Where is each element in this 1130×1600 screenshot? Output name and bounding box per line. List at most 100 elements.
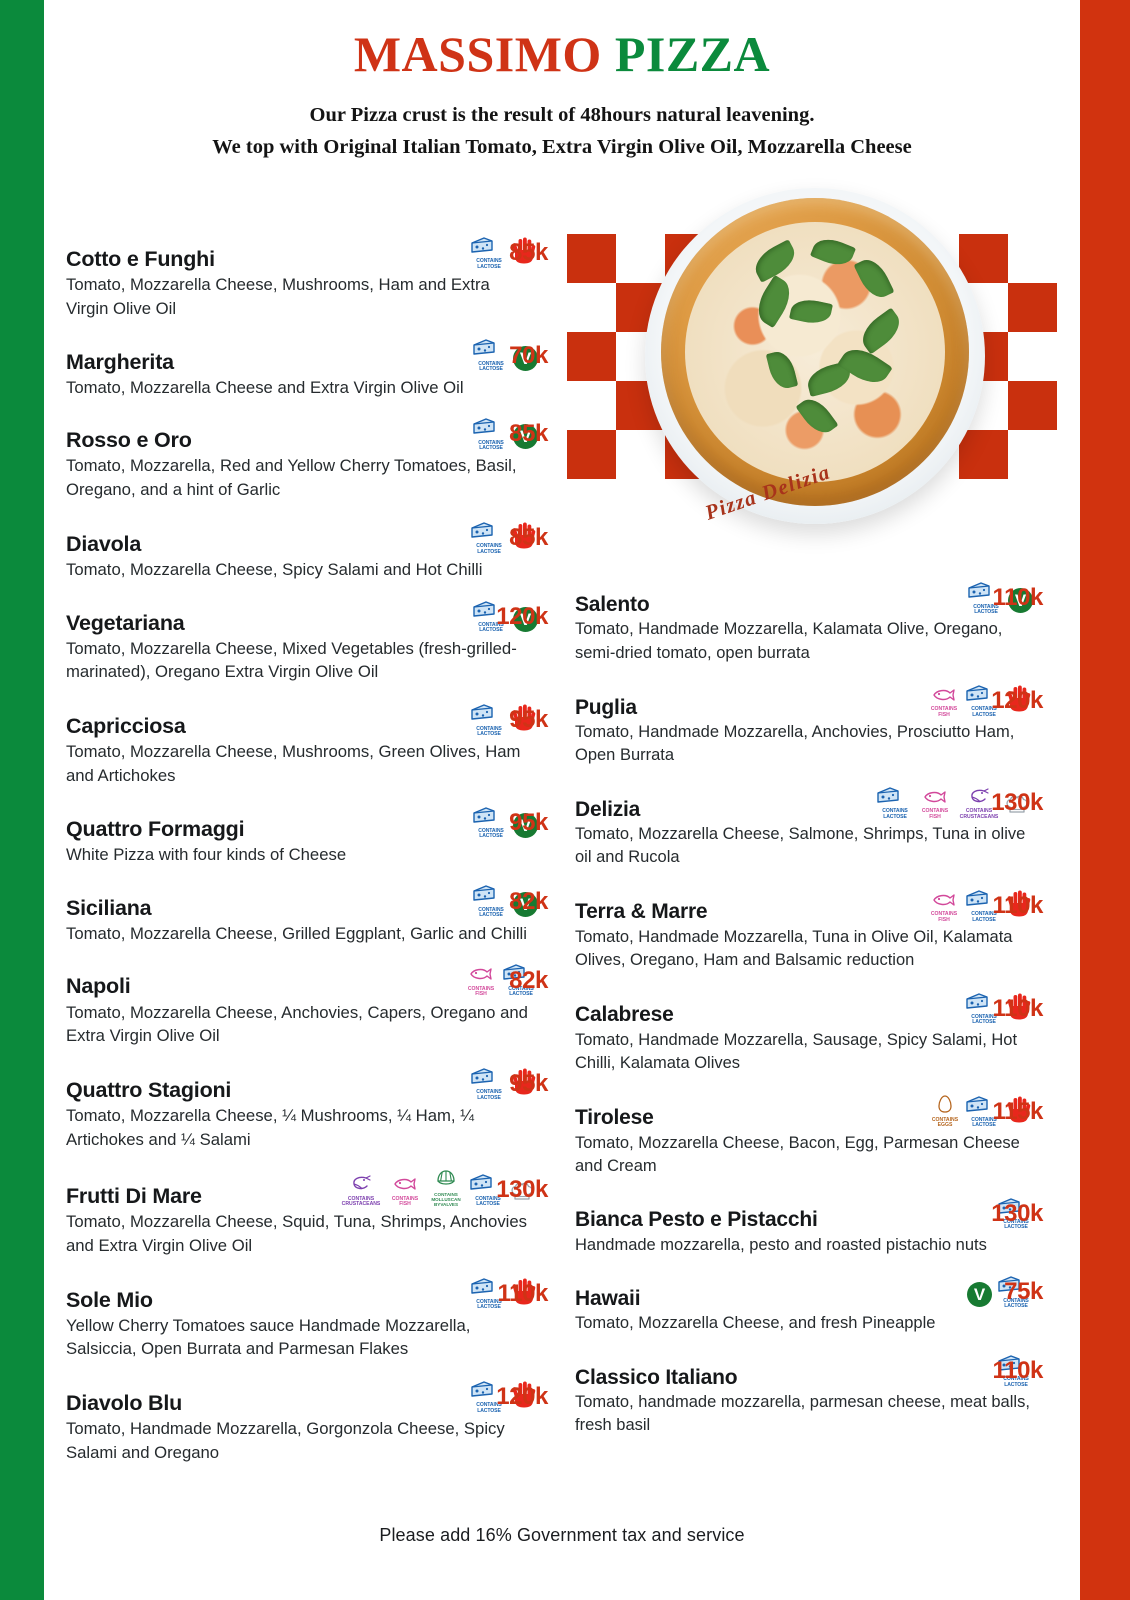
allergen-badge-group: CONTAINS LACTOSE: [470, 1277, 540, 1312]
spicy-icon: [511, 703, 540, 737]
vegetarian-icon: V: [967, 1282, 994, 1309]
menu-item[interactable]: Tirolese CONTAINS EGGS CONTAINS LACTOSE 115k T…: [575, 1094, 1043, 1179]
contains-lactose-icon: CONTAINS LACTOSE: [470, 1381, 508, 1414]
menu-item[interactable]: Calabrese CONTAINS LACTOSE 110k Tomato, Hand…: [575, 992, 1043, 1076]
egg-icon: [928, 1094, 962, 1118]
menu-item-name: Terra & Marre: [575, 900, 708, 924]
cheese-icon: [469, 1174, 507, 1196]
allergen-badge-group: CONTAINS LACTOSE: [470, 1380, 540, 1415]
menu-item[interactable]: Hawaii V CONTAINS LACTOSE 75k Tomato, Mozzare…: [575, 1276, 1043, 1336]
contains-lactose-icon: CONTAINS LACTOSE: [965, 685, 1003, 718]
menu-item-description: Tomato, Handmade Mozzarella, Gorgonzola …: [66, 1419, 505, 1462]
contains-lactose-label: CONTAINS LACTOSE: [1003, 1376, 1029, 1388]
allergen-badge-group: CONTAINS LACTOSE V: [472, 418, 540, 452]
allergen-badge-group: CONTAINS LACTOSE V: [472, 885, 540, 919]
contains-fish-label: CONTAINS FISH: [930, 911, 958, 923]
contains-crustaceans-label: CONTAINS CRUSTACEANS: [959, 808, 999, 820]
menu-item[interactable]: Sole Mio CONTAINS LACTOSE 110k Yellow Cherry…: [66, 1277, 548, 1361]
menu-item-price: 110k: [992, 994, 1044, 1022]
allergen-badge-group: CONTAINS LACTOSE: [470, 1067, 540, 1102]
menu-item[interactable]: Quattro Formaggi CONTAINS LACTOSE V 95k White…: [66, 806, 548, 867]
menu-item[interactable]: Bianca Pesto e Pistacchi CONTAINS LACTOSE 1…: [575, 1197, 1043, 1258]
menu-item-name: Bianca Pesto e Pistacchi: [575, 1208, 818, 1232]
cheese-icon: [470, 704, 508, 726]
menu-item[interactable]: Siciliana CONTAINS LACTOSE V 82k Tomato, Mozz…: [66, 885, 548, 945]
menu-item[interactable]: Margherita CONTAINS LACTOSE V 70k Tomato, Moz…: [66, 339, 548, 399]
menu-item[interactable]: Vegetariana CONTAINS LACTOSE V 120k Tomato, M…: [66, 600, 548, 685]
cheese-glyph: [473, 600, 495, 617]
fish-icon: [463, 967, 499, 986]
shell-glyph: [437, 1170, 455, 1186]
menu-item[interactable]: Diavolo Blu CONTAINS LACTOSE 120k Tomato, Ha…: [66, 1380, 548, 1464]
menu-item-description: Tomato, Handmade Mozzarella, Kalamata Ol…: [575, 620, 1003, 662]
pizza-topping: [685, 222, 945, 482]
cheese-icon: [502, 964, 540, 986]
allergen-badge-group: CONTAINS LACTOSE V: [472, 600, 540, 635]
vegetarian-badge-letter: V: [513, 812, 538, 838]
cheese-icon: [472, 339, 510, 361]
menu-item-price: 82k: [509, 966, 548, 994]
cheese-icon: [965, 685, 1003, 707]
cheese-glyph: [471, 1381, 493, 1397]
menu-item-description: Tomato, Mozzarella Cheese, Anchovies, Ca…: [66, 1002, 528, 1046]
contains-lactose-label: CONTAINS LACTOSE: [476, 725, 502, 737]
menu-item[interactable]: Diavola CONTAINS LACTOSE 85k Tomato, Mozzare…: [66, 521, 548, 582]
allergen-badge-group: CONTAINS LACTOSE CONTAINS FISH CONTAINS CRUST…: [876, 787, 1035, 821]
menu-item-name: Classico Italiano: [575, 1365, 738, 1389]
flag-band-green: [0, 0, 44, 1600]
menu-item-name: Calabrese: [575, 1003, 674, 1027]
menu-item-price: 95k: [509, 1069, 548, 1097]
menu-item-price: 120k: [496, 602, 548, 630]
cheese-icon: [965, 890, 1003, 912]
menu-item-header: Margherita CONTAINS LACTOSE V 70k: [66, 339, 548, 374]
menu-item-price: 95k: [509, 706, 548, 734]
checker-square: [567, 430, 616, 479]
cheese-glyph: [968, 582, 990, 598]
cheese-icon: [472, 418, 510, 440]
menu-item-description: Tomato, Mozzarella Cheese, and fresh Pin…: [575, 1314, 936, 1333]
menu-item[interactable]: Rosso e Oro CONTAINS LACTOSE V 85k Tomato, Mo…: [66, 418, 548, 502]
menu-item-name: Salento: [575, 592, 650, 616]
egg-glyph: [938, 1094, 952, 1113]
menu-item[interactable]: Salento CONTAINS LACTOSE V 110k Tomato, Handm…: [575, 582, 1043, 665]
menu-item[interactable]: Frutti Di Mare CONTAINS CRUSTACEANS CONTAIN…: [66, 1170, 548, 1257]
menu-item[interactable]: Napoli CONTAINS FISH CONTAINS LACTOSE 82k Toma…: [66, 964, 548, 1048]
allergen-badge-group: CONTAINS LACTOSE V: [472, 339, 540, 373]
hero-pizza-block: Pizza Delizia: [560, 182, 1072, 582]
menu-item-description: Tomato, Mozzarella Cheese, Salmone, Shri…: [575, 825, 1026, 867]
checker-square: [1008, 283, 1057, 332]
allergen-badge-group: CONTAINS LACTOSE: [965, 992, 1035, 1027]
cheese-icon: [470, 237, 508, 259]
cheese-glyph: [471, 704, 493, 720]
menu-item-header: Salento CONTAINS LACTOSE V 110k: [575, 582, 1043, 616]
menu-item-description: Tomato, Mozzarella Cheese, Bacon, Egg, P…: [575, 1133, 1020, 1176]
allergen-badge-group: CONTAINS CRUSTACEANS CONTAINS FISH CONTAINS M…: [338, 1170, 540, 1208]
cheese-icon: [470, 522, 508, 544]
cheese-icon: [472, 600, 510, 623]
spicy-hand-glyph: [1007, 993, 1031, 1020]
menu-item[interactable]: Quattro Stagioni CONTAINS LACTOSE 95k Tomato…: [66, 1067, 548, 1151]
spicy-icon: [511, 1067, 540, 1101]
menu-item-description: Tomato, Mozzarella Cheese, ¼ Mushrooms, …: [66, 1105, 475, 1149]
contains-lactose-icon: CONTAINS LACTOSE: [965, 992, 1003, 1026]
menu-item[interactable]: Delizia CONTAINS LACTOSE CONTAINS FISH CONTAI…: [575, 787, 1043, 870]
menu-item-name: Diavola: [66, 531, 142, 556]
contains-fish-icon: CONTAINS FISH: [387, 1177, 423, 1207]
tagline-line-2: We top with Original Italian Tomato, Ext…: [212, 135, 912, 158]
menu-column-left: Cotto e Funghi CONTAINS LACTOSE 85k Tomato, …: [66, 236, 548, 1484]
vegetarian-icon: V: [513, 812, 540, 840]
menu-column-right: Salento CONTAINS LACTOSE V 110k Tomato, Handm…: [575, 582, 1043, 1457]
menu-item[interactable]: Capricciosa CONTAINS LACTOSE 95k Tomato, Moz…: [66, 703, 548, 787]
menu-item-name: Quattro Stagioni: [66, 1077, 232, 1102]
menu-item[interactable]: Terra & Marre CONTAINS FISH CONTAINS LACTOSE…: [575, 889, 1043, 973]
menu-item-price: 110k: [992, 891, 1044, 919]
menu-item[interactable]: Puglia CONTAINS FISH CONTAINS LACTOSE 120k Tom…: [575, 684, 1043, 768]
allergen-badge-group: CONTAINS LACTOSE: [997, 1197, 1035, 1232]
cheese-glyph: [966, 890, 988, 906]
spicy-hand-glyph: [1007, 1096, 1031, 1123]
menu-item[interactable]: Cotto e Funghi CONTAINS LACTOSE 85k Tomato, …: [66, 236, 548, 320]
menu-item[interactable]: Classico Italiano CONTAINS LACTOSE 110k Toma…: [575, 1355, 1043, 1438]
menu-item-header: Quattro Formaggi CONTAINS LACTOSE V 95k: [66, 806, 548, 841]
pizza-photo: [645, 182, 985, 527]
fish-glyph: [933, 689, 955, 701]
